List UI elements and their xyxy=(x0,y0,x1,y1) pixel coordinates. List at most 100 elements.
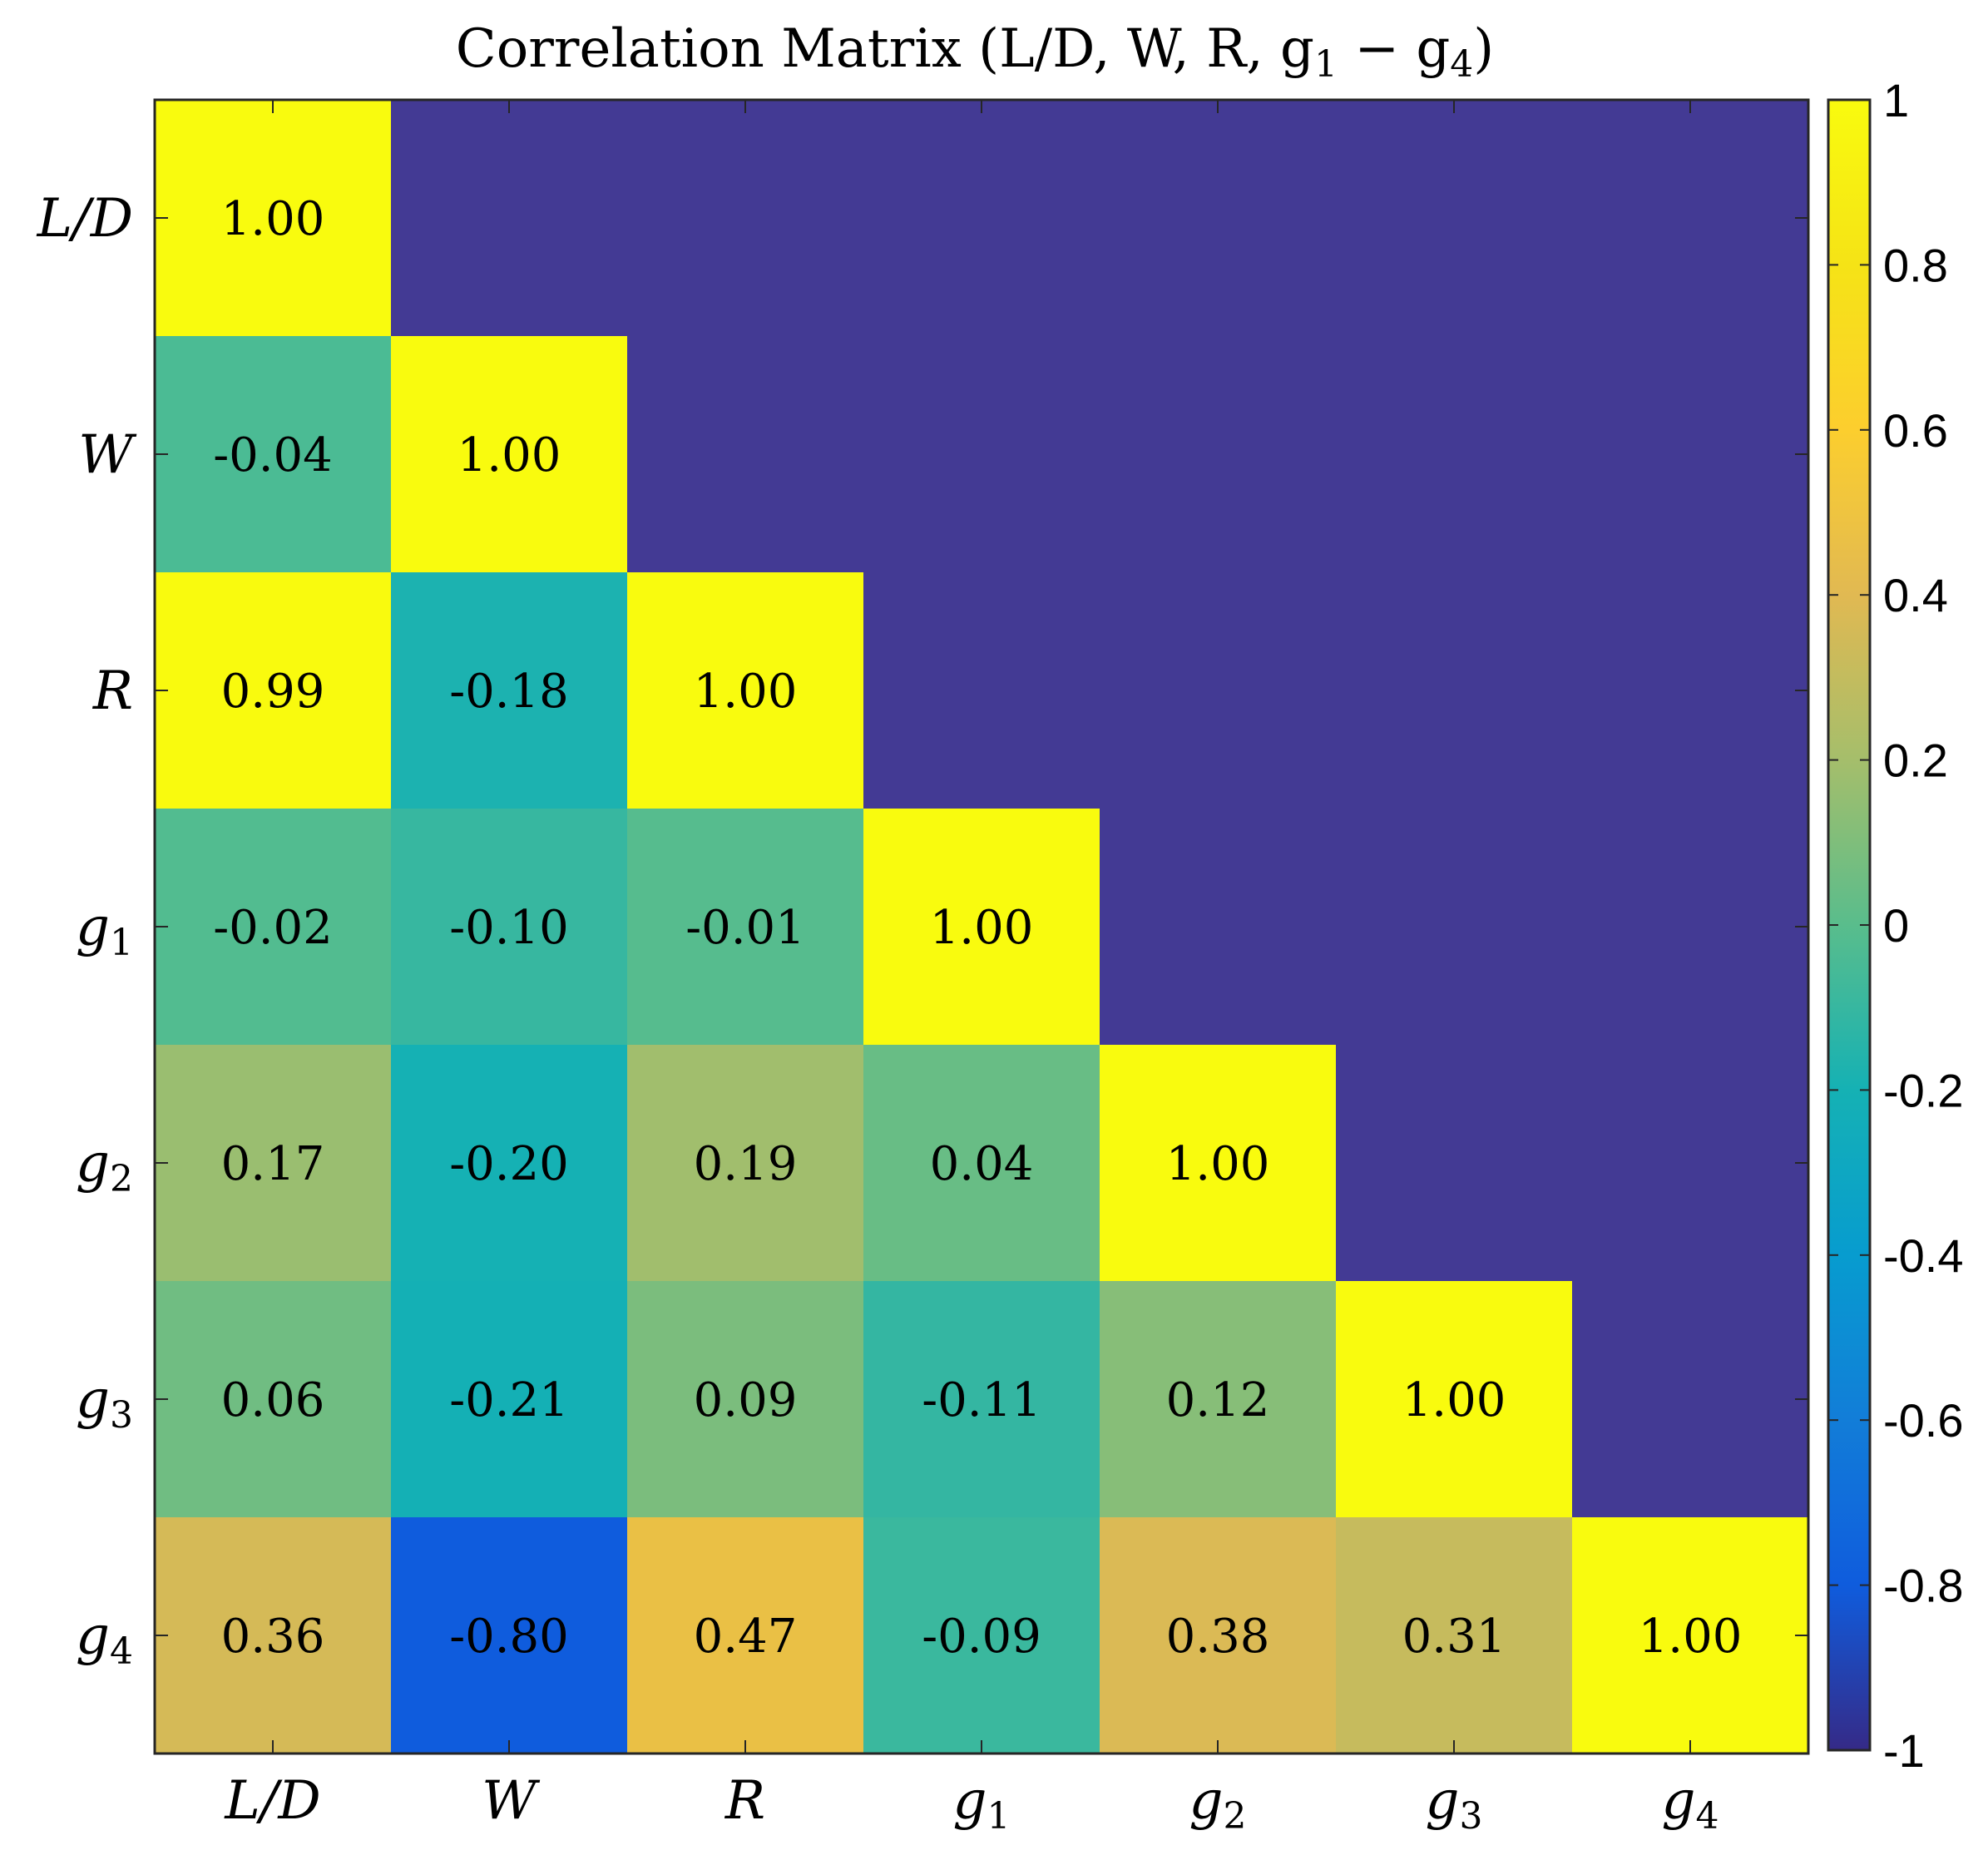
heatmap-cell-r5-c6 xyxy=(1572,1281,1809,1518)
cell-value-r2-c1: -0.18 xyxy=(449,665,569,719)
heatmap-cell-r5-c5 xyxy=(1336,1281,1573,1518)
cell-value-r6-c5: 0.31 xyxy=(1402,1610,1506,1664)
heatmap-cell-r3-c2 xyxy=(627,809,864,1046)
cell-value-r6-c6: 1.00 xyxy=(1639,1610,1743,1664)
heatmap-cell-r0-c2 xyxy=(627,100,864,337)
heatmap-cell-r6-c3 xyxy=(863,1517,1100,1754)
heatmap-cell-r3-c6 xyxy=(1572,809,1809,1046)
y-tick-label-2: R xyxy=(92,660,133,722)
heatmap-cell-r6-c1 xyxy=(391,1517,628,1754)
heatmap-cell-r3-c5 xyxy=(1336,809,1573,1046)
cell-value-r2-c0: 0.99 xyxy=(221,665,325,719)
heatmap-cell-r1-c6 xyxy=(1572,336,1809,573)
heatmap-cell-r1-c4 xyxy=(1100,336,1337,573)
heatmap-cell-r3-c4 xyxy=(1100,809,1337,1046)
heatmap-cell-r2-c2 xyxy=(627,572,864,809)
y-tick-label-3: g1 xyxy=(76,897,133,964)
y-tick-label-0: L/D xyxy=(37,188,133,250)
heatmap-cells xyxy=(155,100,1809,1754)
heatmap-cell-r5-c3 xyxy=(863,1281,1100,1518)
heatmap-cell-r3-c1 xyxy=(391,809,628,1046)
cell-value-r5-c0: 0.06 xyxy=(221,1373,325,1427)
heatmap-cell-r2-c0 xyxy=(155,572,392,809)
heatmap-cell-r4-c0 xyxy=(155,1045,392,1282)
cell-value-r5-c4: 0.12 xyxy=(1166,1373,1270,1427)
heatmap-cell-r0-c5 xyxy=(1336,100,1573,337)
heatmap-cell-r0-c1 xyxy=(391,100,628,337)
cell-value-r4-c2: 0.19 xyxy=(694,1137,798,1191)
colorbar-tick-label-9: -0.8 xyxy=(1883,1560,1964,1612)
cell-value-r6-c2: 0.47 xyxy=(694,1610,798,1664)
heatmap-cell-r6-c4 xyxy=(1100,1517,1337,1754)
y-tick-label-6: g4 xyxy=(76,1605,133,1673)
colorbar-tick-label-1: 0.8 xyxy=(1883,239,1948,291)
heatmap-cell-r6-c0 xyxy=(155,1517,392,1754)
x-tick-label-3: g1 xyxy=(953,1770,1011,1838)
chart-title: Correlation Matrix (L/D, W, R, g1 − g4) xyxy=(456,18,1495,86)
heatmap-cell-r4-c6 xyxy=(1572,1045,1809,1282)
cell-value-r5-c5: 1.00 xyxy=(1402,1373,1506,1427)
heatmap-cell-r0-c4 xyxy=(1100,100,1337,337)
heatmap-cell-r1-c0 xyxy=(155,336,392,573)
heatmap-cell-r5-c0 xyxy=(155,1281,392,1518)
cell-value-r5-c1: -0.21 xyxy=(449,1373,569,1427)
heatmap-cell-r1-c3 xyxy=(863,336,1100,573)
heatmap-cell-r5-c4 xyxy=(1100,1281,1337,1518)
heatmap-cell-r2-c6 xyxy=(1572,572,1809,809)
cell-value-r3-c2: -0.01 xyxy=(685,901,805,955)
heatmap-cell-r1-c2 xyxy=(627,336,864,573)
heatmap-axes: L/D L/D W W R Rg1 g1 g2 g2 g3 g3 g4 g4 xyxy=(37,98,1810,1838)
colorbar-tick-label-6: -0.2 xyxy=(1883,1064,1964,1116)
cell-value-r6-c4: 0.38 xyxy=(1166,1610,1270,1664)
heatmap-cell-r2-c3 xyxy=(863,572,1100,809)
colorbar-tick-label-10: -1 xyxy=(1883,1724,1925,1777)
heatmap-cell-r1-c1 xyxy=(391,336,628,573)
colorbar-tick-label-3: 0.4 xyxy=(1883,569,1948,621)
heatmap-cell-r5-c1 xyxy=(391,1281,628,1518)
heatmap-cell-r3-c0 xyxy=(155,809,392,1046)
colorbar-tick-label-7: -0.4 xyxy=(1883,1229,1964,1282)
cell-value-r2-c2: 1.00 xyxy=(694,665,798,719)
heatmap-cell-r4-c5 xyxy=(1336,1045,1573,1282)
cell-value-r5-c2: 0.09 xyxy=(694,1373,798,1427)
heatmap-cell-r0-c3 xyxy=(863,100,1100,337)
heatmap-cell-r6-c5 xyxy=(1336,1517,1573,1754)
heatmap-cell-r5-c2 xyxy=(627,1281,864,1518)
x-tick-label-6: g4 xyxy=(1662,1770,1719,1838)
colorbar-tick-label-5: 0 xyxy=(1883,899,1909,952)
heatmap-cell-r4-c1 xyxy=(391,1045,628,1282)
heatmap-cell-labels: 1.00 -0.04 1.00 0.99 -0.18 1.00 -0.02 -0.10 -0.0… xyxy=(213,192,1742,1664)
heatmap-cell-r3-c3 xyxy=(863,809,1100,1046)
cell-value-r6-c0: 0.36 xyxy=(221,1610,325,1664)
cell-value-r4-c4: 1.00 xyxy=(1166,1137,1270,1191)
heatmap-cell-r0-c0 xyxy=(155,100,392,337)
cell-value-r3-c3: 1.00 xyxy=(930,901,1034,955)
cell-value-r4-c0: 0.17 xyxy=(221,1137,325,1191)
cell-value-r1-c0: -0.04 xyxy=(213,428,333,482)
heatmap-cell-r4-c2 xyxy=(627,1045,864,1282)
colorbar-tick-label-4: 0.2 xyxy=(1883,735,1948,787)
x-tick-label-5: g3 xyxy=(1426,1770,1483,1838)
cell-value-r3-c0: -0.02 xyxy=(213,901,333,955)
heatmap-cell-r0-c6 xyxy=(1572,100,1809,337)
cell-value-r1-c1: 1.00 xyxy=(457,428,561,482)
heatmap-cell-r6-c2 xyxy=(627,1517,864,1754)
heatmap-cell-r2-c5 xyxy=(1336,572,1573,809)
y-tick-label-4: g2 xyxy=(76,1133,133,1200)
x-tick-label-4: g2 xyxy=(1189,1770,1247,1838)
y-tick-label-1: W xyxy=(78,424,137,486)
cell-value-r5-c3: -0.11 xyxy=(922,1373,1041,1427)
heatmap-cell-r2-c4 xyxy=(1100,572,1337,809)
colorbar-tick-label-2: 0.6 xyxy=(1883,404,1948,457)
heatmap-cell-r2-c1 xyxy=(391,572,628,809)
heatmap-cell-r4-c4 xyxy=(1100,1045,1337,1282)
cell-value-r6-c3: -0.09 xyxy=(922,1610,1041,1664)
x-tick-label-1: W xyxy=(482,1770,541,1832)
colorbar-tick-label-8: -0.6 xyxy=(1883,1394,1964,1447)
cell-value-r3-c1: -0.10 xyxy=(449,901,569,955)
cell-value-r0-c0: 1.00 xyxy=(221,192,325,246)
heatmap-cell-r6-c6 xyxy=(1572,1517,1809,1754)
heatmap-cell-r4-c3 xyxy=(863,1045,1100,1282)
